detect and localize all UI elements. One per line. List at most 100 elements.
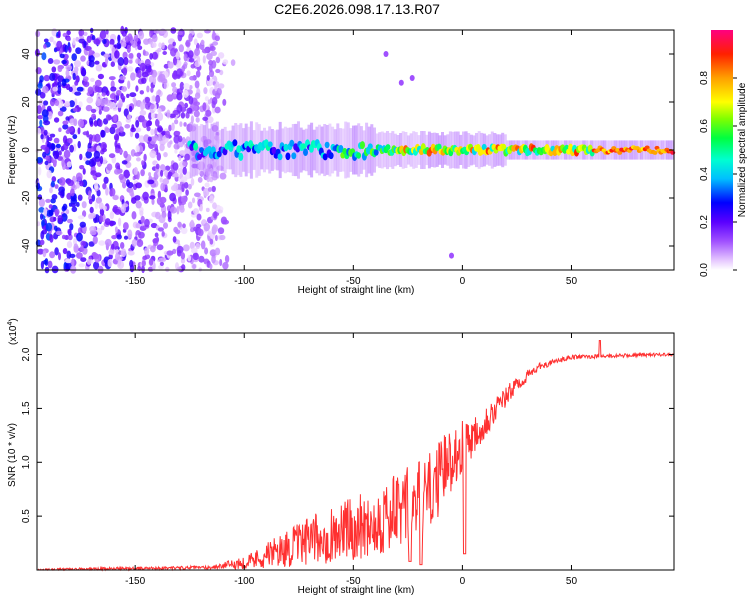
noise-blob [82, 168, 86, 175]
band-core [338, 145, 344, 153]
noise-blob [158, 257, 163, 262]
noise-blob [66, 161, 72, 168]
noise-blob [53, 216, 57, 222]
noise-blob [144, 247, 150, 256]
y-tick-label: 1.5 [21, 401, 32, 415]
noise-blob [189, 75, 196, 81]
noise-blob [144, 96, 151, 104]
noise-blob [86, 96, 94, 104]
noise-blob [54, 208, 60, 216]
noise-blob [167, 210, 172, 220]
noise-blob [140, 169, 145, 177]
band-core [324, 141, 330, 149]
x-tick-label: -50 [346, 276, 361, 287]
noise-blob [217, 227, 225, 235]
noise-blob [222, 98, 227, 106]
noise-blob [90, 108, 97, 113]
noise-blob [168, 124, 172, 132]
noise-blob [95, 64, 103, 72]
band-halo [312, 129, 316, 171]
noise-blob [98, 240, 106, 246]
noise-blob [219, 172, 227, 180]
noise-blob [191, 197, 196, 204]
x-tick-label: 50 [566, 276, 578, 287]
noise-blob [44, 160, 49, 166]
noise-blob [40, 260, 45, 270]
noise-blob [65, 258, 72, 264]
noise-blob [176, 92, 183, 101]
noise-blob [152, 42, 157, 48]
band-core [481, 143, 487, 151]
noise-blob [150, 245, 156, 253]
noise-blob [219, 258, 223, 267]
noise-blob [37, 82, 43, 89]
noise-blob [214, 247, 221, 256]
noise-blob [139, 62, 146, 72]
band-core [267, 141, 273, 148]
noise-blob [159, 261, 164, 266]
noise-blob [180, 258, 186, 264]
noise-blob [200, 39, 205, 46]
isolated-point [449, 252, 454, 259]
band-core [291, 152, 297, 160]
noise-blob [182, 161, 188, 167]
spectrogram-band [187, 121, 676, 179]
noise-blob [183, 53, 188, 62]
noise-blob [48, 204, 53, 209]
snr-y-label: SNR (10 * v/v) [7, 423, 18, 487]
band-core [285, 152, 291, 161]
band-halo [291, 124, 295, 176]
noise-blob [75, 36, 80, 42]
noise-blob [61, 78, 67, 87]
noise-blob [73, 118, 78, 127]
noise-blob [110, 80, 115, 88]
noise-blob [80, 257, 87, 262]
noise-blob [46, 170, 52, 179]
noise-blob [192, 264, 197, 269]
noise-blob [189, 241, 195, 250]
noise-blob [75, 202, 80, 207]
band-halo [653, 140, 657, 160]
noise-blob [93, 150, 101, 159]
noise-blob [77, 127, 81, 135]
band-core [322, 153, 328, 161]
noise-blob [85, 150, 92, 159]
noise-blob [101, 92, 106, 97]
noise-blob [49, 251, 56, 259]
band-core [238, 152, 244, 161]
noise-blob [114, 50, 120, 59]
x-tick-label: -150 [125, 576, 145, 587]
snr-scale-factor: (x104) [7, 318, 19, 345]
noise-blob [139, 110, 147, 116]
noise-blob [97, 119, 103, 127]
noise-blob [230, 59, 236, 66]
noise-blob [126, 93, 130, 98]
noise-blob [117, 34, 121, 43]
band-halo [263, 127, 266, 173]
noise-blob [79, 153, 83, 161]
noise-blob [197, 228, 204, 237]
band-halo [634, 140, 638, 160]
noise-blob [188, 58, 195, 63]
noise-blob [46, 135, 50, 143]
noise-blob [169, 140, 173, 145]
snr-y-ticks: 0.5 1.0 1.5 2.0 [21, 347, 674, 523]
noise-blob [130, 72, 136, 81]
noise-blob [82, 76, 89, 82]
noise-blob [211, 254, 216, 264]
noise-blob [53, 40, 56, 45]
colorbar-tick-label: 0.0 [699, 263, 710, 277]
noise-blob [183, 122, 187, 127]
band-core [617, 150, 623, 155]
noise-blob [80, 244, 84, 252]
noise-blob [128, 59, 133, 64]
noise-blob [141, 71, 149, 78]
noise-blob [212, 41, 219, 46]
noise-blob [79, 180, 84, 187]
noise-blob [38, 198, 46, 208]
noise-blob [131, 239, 138, 247]
noise-blob [72, 37, 76, 46]
noise-blob [142, 191, 149, 201]
noise-blob [53, 59, 61, 65]
noise-blob [202, 102, 207, 111]
